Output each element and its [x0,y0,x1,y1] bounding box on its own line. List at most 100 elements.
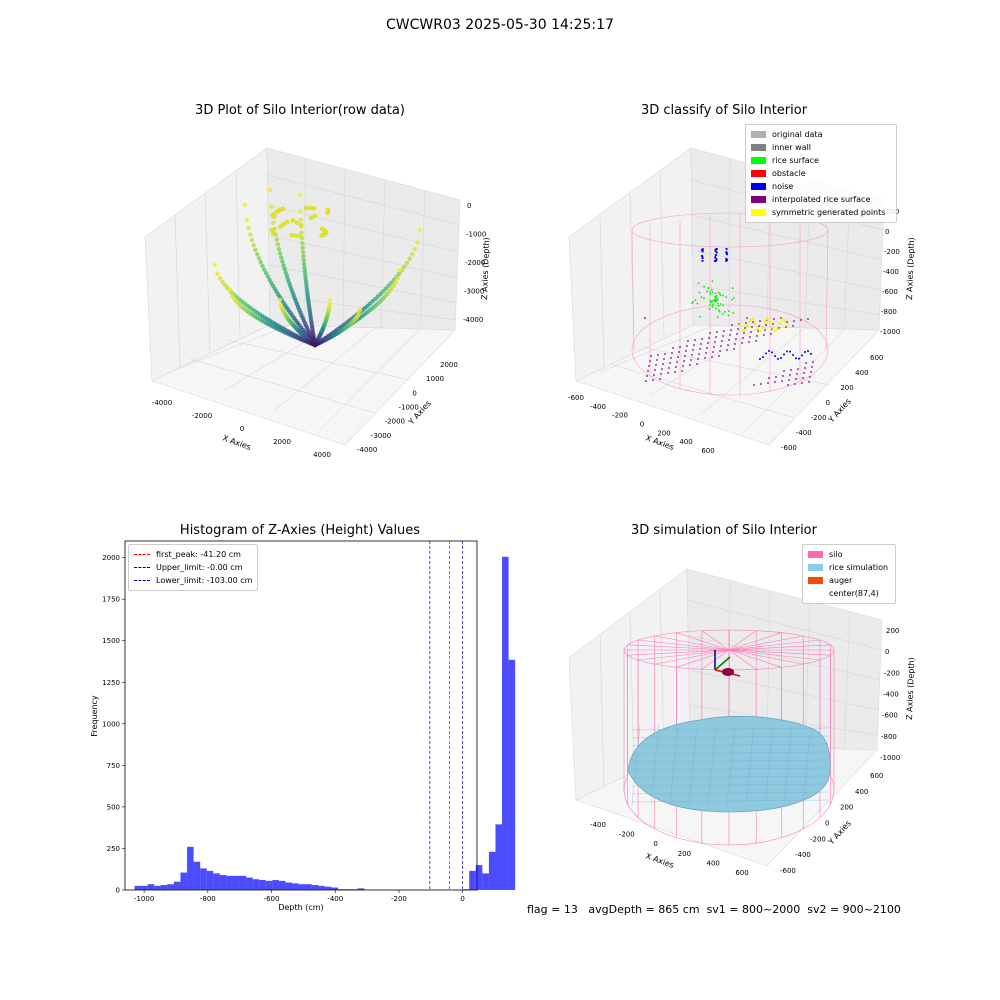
classified-point [715,307,718,310]
raw-point [284,273,290,279]
x-tick-label: 0 [653,840,657,848]
footer-sv2: sv2 = 900~2100 [807,903,901,916]
classified-point [722,294,724,297]
classified-point [657,354,659,356]
raw-point [298,209,303,214]
y-tick-label: 400 [855,788,868,796]
classified-point [748,341,750,343]
x-tick-label: -200 [391,895,407,903]
classified-point [709,299,712,302]
legend-entry: original data [751,128,891,141]
classified-point [685,350,687,352]
classify-legend: original data inner wall rice surface obsta… [745,124,897,223]
legend-color-swatch [808,551,823,558]
classified-point [804,350,806,353]
classified-point [659,378,661,380]
y-tick-label: 1500 [102,637,120,645]
classified-point [689,364,691,366]
raw-point [308,215,314,221]
classified-point [709,301,711,304]
y-tick-label: 400 [855,369,868,377]
classified-point [770,333,772,335]
classified-point [701,248,704,252]
histogram-bar [219,875,227,890]
classified-point [731,287,734,290]
classified-point [772,323,774,325]
raw-point [251,243,256,248]
classified-point [755,340,757,342]
classified-point [768,350,770,353]
classified-point [774,381,776,383]
raw-point [217,276,223,281]
classified-point [801,382,803,384]
raw-point [297,192,303,198]
histogram-bar [265,880,273,890]
legend-entry: inner wall [751,141,891,154]
x-tick-label: 200 [678,850,691,858]
classified-point [697,358,699,360]
y-tick-label: -600 [781,444,797,452]
classified-point [805,362,807,364]
classified-point [709,303,712,306]
classified-point [714,300,717,303]
z-tick-label: 0 [885,228,889,236]
histogram-bar [508,659,516,890]
classified-point [703,297,705,300]
classified-point [733,348,735,350]
histogram-bar [495,824,503,890]
classified-point [671,352,673,354]
histogram-bar [462,889,470,890]
classified-point [719,294,722,297]
x-tick-label: 600 [701,447,714,455]
classified-point [751,317,754,321]
histogram-title: Histogram of Z-Axies (Height) Values [179,523,421,538]
legend-entry: noise [751,180,891,193]
histogram-bar [351,889,358,890]
histogram-bar [141,885,148,890]
raw-point [301,258,306,263]
legend-label: interpolated rice surface [772,195,871,204]
classified-point [710,288,713,291]
classified-point [758,329,762,333]
x-tick-label: -2000 [192,412,212,420]
raw-point [281,263,286,268]
y-tick-label: 500 [107,803,120,811]
classified-point [715,247,718,251]
classified-point [649,360,651,362]
classified-point [789,350,791,353]
classified-point [756,335,758,337]
raw-point [415,240,420,245]
z-tick-label: -4000 [463,316,483,324]
classified-point [720,345,722,347]
classified-point [718,355,720,357]
raw-point [274,237,279,242]
raw-point [260,263,265,269]
classified-point [718,310,721,313]
histogram-ticks: -1000 -800 -600 -400 -200 0 0 250 500 750 1000 1250… [102,554,465,903]
classified-point [743,329,747,332]
x-tick-label: -200 [612,412,628,420]
legend-label: Upper_limit: -0.00 cm [156,563,243,572]
histogram-bar [173,881,181,890]
y-tick-label: -400 [795,851,811,859]
classified-point [774,355,776,358]
classified-point [719,350,721,352]
y-tick-label: -1000 [399,404,419,412]
raw-point [275,242,281,247]
classified-point [733,297,735,299]
legend-entry: auger [808,574,890,587]
classified-point [714,292,717,295]
histogram-xlabel: Depth (cm) [278,903,323,912]
x-tick-label: 0 [640,421,644,429]
histogram-bar [292,883,299,890]
classified-point [793,320,795,322]
classified-point [663,358,665,360]
classified-point [679,346,681,348]
y-tick-label: 200 [840,804,853,812]
raw-point [301,254,306,259]
y-tick-label: -200 [810,835,826,843]
legend-color-swatch [751,209,766,216]
classified-point [661,368,663,370]
legend-label: Lower_limit: -103.00 cm [156,576,253,585]
classified-point [800,319,802,321]
